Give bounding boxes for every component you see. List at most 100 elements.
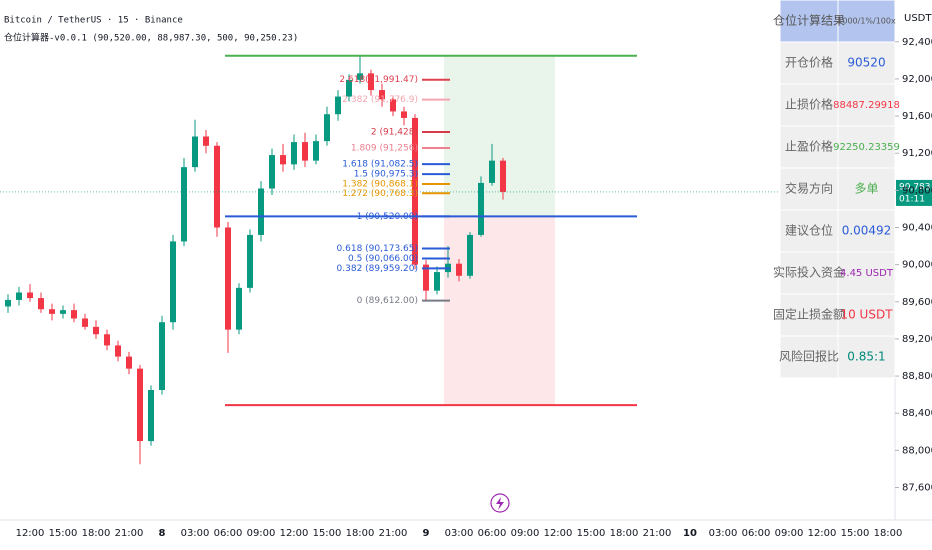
candle-body <box>27 292 33 299</box>
candle-body <box>225 227 231 330</box>
candle-body <box>489 160 495 183</box>
candle-body <box>434 272 440 291</box>
y-tick-label: 89,600.00 <box>902 297 932 308</box>
y-tick-label: 90,400.00 <box>902 223 932 234</box>
fib-label: 1.382 (90,868.1) <box>342 180 418 190</box>
table-header-cell <box>837 0 896 43</box>
fib-label: 2.382 (91,776.9) <box>342 95 418 105</box>
candle-body <box>500 160 506 192</box>
candle-body <box>203 136 209 146</box>
candle-body <box>269 155 275 189</box>
fib-label: 0.618 (90,173.65) <box>337 244 418 254</box>
table-cell <box>779 335 839 379</box>
candle-body <box>423 264 429 291</box>
x-tick-label: 8 <box>159 528 166 539</box>
x-tick-label: 15:00 <box>313 528 342 539</box>
row-value: 4.45 USDT <box>840 268 894 279</box>
y-tick-label: 87,600.00 <box>902 483 932 494</box>
candle-body <box>357 73 363 80</box>
x-tick-label: 12:00 <box>544 528 573 539</box>
candle-body <box>192 136 198 168</box>
candle-body <box>137 368 143 442</box>
x-tick-label: 18:00 <box>346 528 375 539</box>
candle-body <box>302 142 308 161</box>
table-cell <box>779 83 839 127</box>
x-tick-label: 03:00 <box>445 528 474 539</box>
x-tick-label: 18:00 <box>82 528 111 539</box>
table-header-cell <box>779 0 839 43</box>
row-label: 建议仓位 <box>785 223 833 238</box>
x-tick-label: 15:00 <box>841 528 870 539</box>
y-tick-label: 90,000.00 <box>902 260 932 271</box>
candle-body <box>236 287 242 330</box>
candle-body <box>346 79 352 97</box>
fib-label: 0 (89,612.00) <box>357 296 418 306</box>
table-cell <box>837 125 896 169</box>
x-tick-label: 06:00 <box>214 528 243 539</box>
countdown: 01:11 <box>899 194 925 204</box>
x-tick-label: 15:00 <box>49 528 78 539</box>
candle-body <box>291 142 297 165</box>
candle-body <box>412 117 418 265</box>
table-cell <box>837 335 896 379</box>
candle-body <box>5 299 11 307</box>
candle-body <box>49 309 55 314</box>
x-tick-label: 9 <box>423 528 430 539</box>
loss-zone <box>444 216 555 406</box>
candle-body <box>126 356 132 369</box>
x-tick-label: 21:00 <box>379 528 408 539</box>
candle-body <box>467 234 473 276</box>
overlays: 90,783.11 01:11 2.618(91,991.47) 2.382 (91,… <box>0 54 932 407</box>
fib-label: 1.618 (91,082.5) <box>342 160 418 170</box>
y-tick-label: 88,400.00 <box>902 408 932 419</box>
x-tick-label: 10 <box>683 528 697 539</box>
y-tick-label: 91,200.00 <box>902 148 932 159</box>
candle-body <box>93 326 99 335</box>
candle-body <box>115 345 121 357</box>
row-label: 开仓价格 <box>785 55 833 70</box>
table-cell <box>837 167 896 211</box>
row-label: 实际投入资金 <box>773 265 845 280</box>
table-cell <box>837 251 896 295</box>
candle-body <box>335 96 341 115</box>
y-tick-label: 88,000.00 <box>902 445 932 456</box>
y-tick-label: 92,400.00 <box>902 37 932 48</box>
candle-body <box>313 141 319 161</box>
last-price-label: 90,783.11 <box>899 182 932 192</box>
y-tick-label: 91,600.00 <box>902 111 932 122</box>
fib-label: 2 (91,428) <box>371 128 418 138</box>
table-header: 1000/1%/100x <box>837 17 896 26</box>
x-tick-label: 12:00 <box>280 528 309 539</box>
table-cell <box>837 41 896 85</box>
table-cell <box>779 41 839 85</box>
row-value: 90520 <box>847 56 885 70</box>
x-tick-label: 09:00 <box>511 528 540 539</box>
x-tick-label: 09:00 <box>775 528 804 539</box>
x-tick-label: 03:00 <box>181 528 210 539</box>
candle-body <box>38 298 44 310</box>
candle-body <box>159 322 165 390</box>
last-price-box <box>896 179 932 206</box>
row-label: 止盈价格 <box>785 139 833 154</box>
x-tick-label: 12:00 <box>16 528 45 539</box>
candle-body <box>60 310 66 314</box>
candle-body <box>379 90 385 100</box>
candle-body <box>258 188 264 235</box>
x-tick-label: 09:00 <box>247 528 276 539</box>
candle-body <box>71 310 77 319</box>
x-tick-label: 06:00 <box>742 528 771 539</box>
candle-body <box>148 390 154 442</box>
y-tick-label: 89,200.00 <box>902 334 932 345</box>
candle-body <box>280 155 286 165</box>
x-tick-label: 21:00 <box>115 528 144 539</box>
row-label: 风险回报比 <box>779 349 839 364</box>
candle-body <box>214 145 220 228</box>
lightning <box>496 497 504 510</box>
fib-label: 0.5 (90,066.00) <box>348 254 418 264</box>
y-tick-label: 88,800.00 <box>902 371 932 382</box>
fib-label: 1.5 (90,975.3) <box>354 170 418 180</box>
row-value: 0.00492 <box>842 224 892 238</box>
